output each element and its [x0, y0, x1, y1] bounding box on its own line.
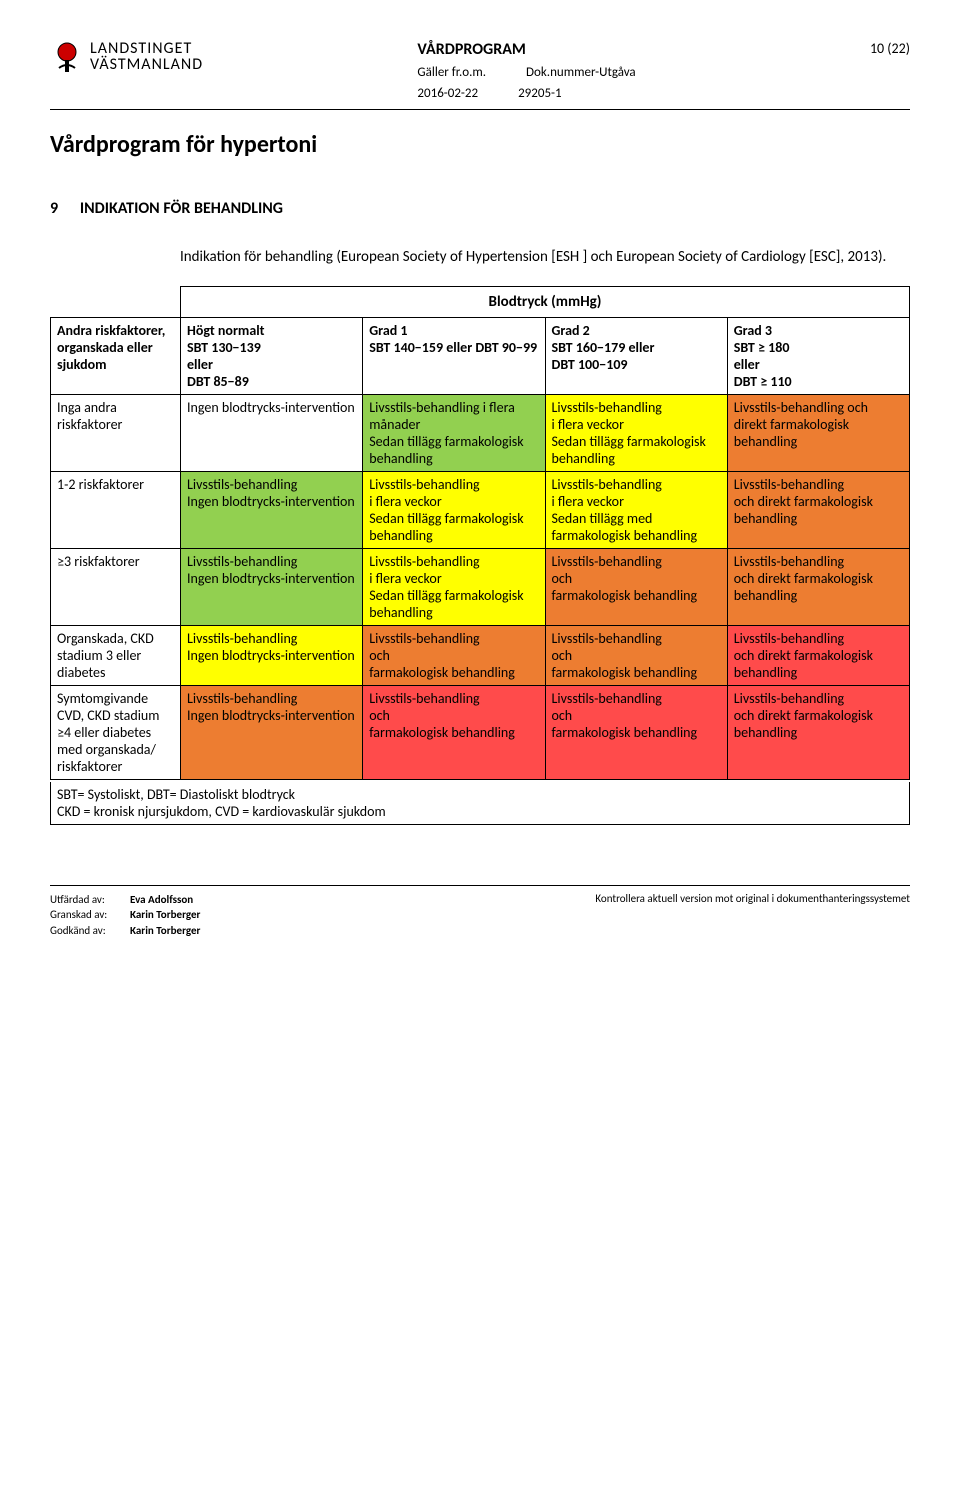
meta-date: 2016-02-22 — [417, 86, 478, 101]
rowheader-col: Andra riskfaktorer, organskada eller sju… — [51, 318, 181, 395]
page-number: 10 (22) — [850, 40, 910, 57]
risk-cell: Livsstils-behandling och farmakologisk b… — [545, 626, 727, 686]
risk-cell: Livsstils-behandling och farmakologisk b… — [363, 686, 545, 780]
section-number: 9 — [50, 199, 58, 218]
section-title: INDIKATION FÖR BEHANDLING — [80, 199, 283, 218]
risk-cell: Livsstils-behandling i flera månader Sed… — [363, 395, 545, 472]
table-footnotes: SBT= Systoliskt, DBT= Diastoliskt blodtr… — [50, 782, 910, 825]
table-row: ≥3 riskfaktorerLivsstils-behandling Inge… — [51, 549, 910, 626]
risk-cell: Livsstils-behandling och direkt farmakol… — [727, 626, 909, 686]
risk-cell: Livsstils-behandling och direkt farmakol… — [727, 395, 909, 472]
risk-cell: Livsstils-behandling Ingen blodtrycks-in… — [181, 549, 363, 626]
footer-right-note: Kontrollera aktuell version mot original… — [595, 892, 910, 938]
section-heading: 9 INDIKATION FÖR BEHANDLING — [50, 199, 910, 218]
risk-table-head: Andra riskfaktorer, organskada eller sju… — [51, 318, 910, 395]
risk-cell: Livsstils-behandling och farmakologisk b… — [363, 626, 545, 686]
row-label: Inga andra riskfaktorer — [51, 395, 181, 472]
table-row: 1-2 riskfaktorerLivsstils-behandling Ing… — [51, 472, 910, 549]
org-logo: LANDSTINGET VÄSTMANLAND — [50, 40, 203, 74]
col-header: Grad 2 SBT 160−179 eller DBT 100−109 — [545, 318, 727, 395]
risk-cell: Livsstils-behandling Ingen blodtrycks-in… — [181, 472, 363, 549]
header-meta: VÅRDPROGRAM Gäller fr.o.m. Dok.nummer-Ut… — [417, 40, 635, 101]
header-rule — [50, 109, 910, 110]
bp-caption: Blodtryck (mmHg) — [180, 286, 910, 317]
granskat-label: Granskad av: — [50, 907, 130, 922]
risk-table-body: Inga andra riskfaktorerIngen blodtrycks-… — [51, 395, 910, 780]
risk-cell: Livsstils-behandling och farmakologisk b… — [545, 549, 727, 626]
risk-cell: Livsstils-behandling och farmakologisk b… — [545, 686, 727, 780]
footer-left: Utfärdad av:Eva Adolfsson Granskad av:Ka… — [50, 892, 200, 938]
table-row: Organskada, CKD stadium 3 eller diabetes… — [51, 626, 910, 686]
godkant-label: Godkänd av: — [50, 923, 130, 938]
risk-cell: Livsstils-behandling i flera veckor Seda… — [545, 472, 727, 549]
risk-cell: Ingen blodtrycks-intervention — [181, 395, 363, 472]
org-name-line2: VÄSTMANLAND — [90, 57, 203, 73]
row-label: Symtomgivande CVD, CKD stadium ≥4 eller … — [51, 686, 181, 780]
risk-cell: Livsstils-behandling och direkt farmakol… — [727, 472, 909, 549]
table-row: Symtomgivande CVD, CKD stadium ≥4 eller … — [51, 686, 910, 780]
risk-cell: Livsstils-behandling i flera veckor Seda… — [363, 472, 545, 549]
meta-docnum: 29205-1 — [518, 86, 562, 101]
risk-table: Andra riskfaktorer, organskada eller sju… — [50, 317, 910, 780]
row-label: ≥3 riskfaktorer — [51, 549, 181, 626]
col-header: Grad 3 SBT ≥ 180 eller DBT ≥ 110 — [727, 318, 909, 395]
header: LANDSTINGET VÄSTMANLAND VÅRDPROGRAM Gäll… — [50, 40, 910, 101]
risk-cell: Livsstils-behandling och direkt farmakol… — [727, 686, 909, 780]
table-row: Inga andra riskfaktorerIngen blodtrycks-… — [51, 395, 910, 472]
footer: Utfärdad av:Eva Adolfsson Granskad av:Ka… — [50, 885, 910, 938]
intro-text: Indikation för behandling (European Soci… — [180, 248, 910, 266]
meta-label-docnum: Dok.nummer-Utgåva — [526, 65, 636, 80]
col-header: Högt normalt SBT 130−139 eller DBT 85−89 — [181, 318, 363, 395]
risk-cell: Livsstils-behandling Ingen blodtrycks-in… — [181, 686, 363, 780]
col-header: Grad 1 SBT 140−159 eller DBT 90−99 — [363, 318, 545, 395]
godkant-name: Karin Torberger — [130, 924, 200, 937]
logo-icon — [50, 40, 84, 74]
granskat-name: Karin Torberger — [130, 908, 200, 921]
footnote-1: SBT= Systoliskt, DBT= Diastoliskt blodtr… — [57, 786, 903, 803]
main-title: Vårdprogram för hypertoni — [50, 130, 910, 159]
risk-cell: Livsstils-behandling och direkt farmakol… — [727, 549, 909, 626]
row-label: 1-2 riskfaktorer — [51, 472, 181, 549]
utfardat-label: Utfärdad av: — [50, 892, 130, 907]
doc-type: VÅRDPROGRAM — [417, 40, 635, 59]
risk-cell: Livsstils-behandling Ingen blodtrycks-in… — [181, 626, 363, 686]
risk-cell: Livsstils-behandling i flera veckor Seda… — [545, 395, 727, 472]
risk-cell: Livsstils-behandling i flera veckor Seda… — [363, 549, 545, 626]
row-label: Organskada, CKD stadium 3 eller diabetes — [51, 626, 181, 686]
footnote-2: CKD = kronisk njursjukdom, CVD = kardiov… — [57, 803, 903, 820]
meta-label-date: Gäller fr.o.m. — [417, 65, 486, 80]
utfardat-name: Eva Adolfsson — [130, 893, 193, 906]
